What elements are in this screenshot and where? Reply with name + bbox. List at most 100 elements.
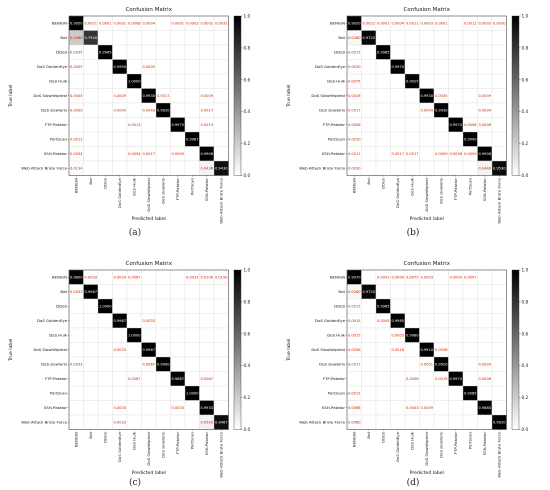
cell-value-label: 0.0067 bbox=[200, 377, 213, 381]
heatmap-cell bbox=[375, 30, 391, 46]
cell-value-label: 0.0009 bbox=[171, 152, 184, 156]
heatmap-cell bbox=[419, 73, 435, 89]
cell-value-label: 0.0068 bbox=[348, 406, 361, 410]
cell-value-label: 0.0030 bbox=[348, 65, 361, 69]
heatmap-cell bbox=[419, 313, 435, 329]
cell-value-label: 0.9990 bbox=[464, 138, 477, 142]
heatmap-cell bbox=[199, 356, 215, 372]
cell-value-label: 0.0043 bbox=[142, 109, 155, 113]
heatmap-cell bbox=[419, 327, 435, 343]
heatmap-cell bbox=[184, 327, 200, 343]
cell-value-label: 0.0017 bbox=[200, 109, 213, 113]
y-tick-label: DoS Slowhttptest bbox=[33, 93, 67, 98]
y-tick-label: Bot bbox=[338, 35, 345, 40]
colorbar-tick-label: 0.0 bbox=[522, 427, 529, 432]
heatmap-cell bbox=[375, 146, 391, 162]
heatmap-cell bbox=[213, 356, 229, 372]
heatmap-cell bbox=[199, 313, 215, 329]
cell-value-label: 0.0033 bbox=[70, 290, 83, 294]
heatmap-cell bbox=[213, 385, 229, 401]
heatmap-cell bbox=[491, 59, 507, 75]
heatmap-cell bbox=[126, 88, 142, 104]
x-tick-label: FTP-Patator bbox=[453, 178, 458, 201]
heatmap-cell bbox=[433, 298, 449, 314]
y-tick-label: BENIGN bbox=[330, 275, 345, 280]
heatmap-cell bbox=[462, 371, 478, 387]
heatmap-cell bbox=[83, 73, 99, 89]
heatmap-cell bbox=[213, 146, 229, 162]
cell-value-label: 0.9430 bbox=[215, 167, 228, 171]
heatmap-cell bbox=[390, 298, 406, 314]
cell-value-label: 0.9867 bbox=[171, 377, 184, 381]
x-tick-label: DoS GoldenEye bbox=[395, 177, 400, 208]
heatmap-cell bbox=[97, 269, 113, 285]
y-tick-label: DoS slowloris bbox=[319, 362, 345, 367]
heatmap-cell bbox=[491, 284, 507, 300]
colorbar-tick-label: 0.4 bbox=[244, 109, 251, 114]
cell-value-label: 0.0033 bbox=[113, 348, 126, 352]
heatmap-cell bbox=[126, 298, 142, 314]
colorbar-tick-label: 0.0 bbox=[522, 173, 529, 178]
heatmap-cell bbox=[390, 30, 406, 46]
heatmap-cell bbox=[155, 160, 171, 176]
x-tick-label: Bot bbox=[366, 432, 371, 439]
x-tick-label: DoS Slowhttptest bbox=[424, 432, 429, 466]
cell-value-label: 0.0011 bbox=[464, 22, 477, 26]
heatmap-cell bbox=[491, 117, 507, 133]
heatmap-cell bbox=[390, 102, 406, 118]
heatmap-cell bbox=[199, 59, 215, 75]
heatmap-cell bbox=[112, 298, 128, 314]
heatmap-cell bbox=[97, 88, 113, 104]
heatmap-cell bbox=[462, 160, 478, 176]
heatmap-cell bbox=[97, 117, 113, 133]
cell-value-label: 0.9980 bbox=[406, 334, 419, 338]
colorbar-tick-label: 0.4 bbox=[522, 109, 529, 114]
cell-value-label: 0.0007 bbox=[464, 276, 477, 280]
heatmap-cell bbox=[126, 102, 142, 118]
heatmap-cell bbox=[126, 356, 142, 372]
heatmap-cell bbox=[433, 414, 449, 430]
heatmap-cell bbox=[491, 73, 507, 89]
cell-value-label: 0.9720 bbox=[362, 290, 375, 294]
cell-value-label: 0.0033 bbox=[171, 406, 184, 410]
cell-value-label: 0.0017 bbox=[348, 363, 361, 367]
x-tick-label: BENIGN bbox=[73, 432, 78, 447]
cell-value-label: 0.0031 bbox=[215, 22, 228, 26]
heatmap-cell bbox=[477, 30, 493, 46]
x-tick-label: DoS Hulk bbox=[409, 431, 414, 450]
y-tick-label: DoS GoldenEye bbox=[315, 64, 346, 69]
heatmap-cell bbox=[375, 327, 391, 343]
heatmap-cell bbox=[404, 102, 420, 118]
heatmap-cell bbox=[404, 30, 420, 46]
heatmap-cell bbox=[141, 30, 157, 46]
y-tick-label: PortScan bbox=[328, 137, 346, 142]
y-tick-label: Bot bbox=[60, 289, 67, 294]
heatmap-cell bbox=[155, 73, 171, 89]
heatmap-cell bbox=[390, 400, 406, 416]
cell-value-label: 0.0013 bbox=[128, 123, 141, 127]
y-tick-label: DoS Slowhttptest bbox=[33, 347, 67, 352]
heatmap-cell bbox=[433, 30, 449, 46]
heatmap-cell bbox=[155, 298, 171, 314]
colorbar-tick-label: 0.8 bbox=[522, 299, 529, 304]
heatmap-cell bbox=[170, 102, 186, 118]
cell-value-label: 0.0001 bbox=[171, 22, 184, 26]
heatmap-cell bbox=[390, 414, 406, 430]
cell-value-label: 0.0011 bbox=[406, 22, 419, 26]
caption-a: (a) bbox=[128, 228, 142, 238]
colorbar-tick-label: 0.4 bbox=[522, 363, 529, 368]
heatmap-cell bbox=[462, 298, 478, 314]
heatmap-cell bbox=[361, 160, 377, 176]
colorbar-tick-label: 0.6 bbox=[522, 77, 529, 82]
heatmap-cell bbox=[199, 298, 215, 314]
colorbar-tick-label: 0.6 bbox=[244, 331, 251, 336]
heatmap-cell bbox=[477, 342, 493, 358]
heatmap-cell bbox=[375, 356, 391, 372]
cell-value-label: 0.0075 bbox=[348, 80, 361, 84]
cell-value-label: 0.0006 bbox=[478, 377, 491, 381]
y-tick-label: Web Attack Brute Force bbox=[299, 166, 345, 171]
cell-value-label: 0.0009 bbox=[435, 152, 448, 156]
heatmap-cell bbox=[170, 414, 186, 430]
heatmap-cell bbox=[462, 102, 478, 118]
heatmap-cell bbox=[97, 414, 113, 430]
